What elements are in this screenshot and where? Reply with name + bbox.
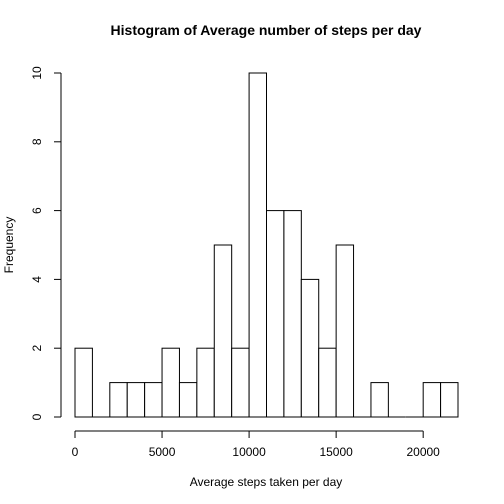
y-tick-label-5: 10: [30, 66, 44, 80]
histogram-bar-7: [196, 347, 215, 418]
histogram-bar-20: [422, 382, 442, 418]
y-axis: 0 2 4 6 8 10: [30, 66, 62, 420]
histogram-bar-6: [178, 382, 198, 418]
histogram-bar-14: [318, 347, 337, 418]
chart-title: Histogram of Average number of steps per…: [111, 22, 422, 38]
histogram-bar-13: [300, 278, 320, 418]
x-tick-label-1: 5000: [149, 445, 176, 459]
y-tick-label-4: 8: [30, 138, 44, 145]
histogram-bar-4: [144, 382, 163, 418]
x-tick-label-3: 15000: [319, 445, 353, 459]
histogram-bar-9: [231, 347, 250, 418]
x-axis-label: Average steps taken per day: [190, 475, 343, 489]
histogram-bar-2: [109, 382, 128, 418]
bars-group: [74, 72, 459, 418]
x-tick-label-0: 0: [72, 445, 79, 459]
histogram-bar-3: [126, 382, 146, 418]
histogram-bar-8: [213, 244, 233, 418]
y-tick-label-1: 2: [30, 345, 44, 352]
y-tick-label-2: 4: [30, 276, 44, 283]
histogram-bar-12: [283, 210, 302, 418]
histogram-bar-15: [335, 244, 355, 418]
histogram-bar-10: [248, 72, 268, 418]
histogram-bar-21: [440, 382, 459, 418]
x-axis: 0 5000 10000 15000 20000: [72, 430, 440, 459]
histogram-bar-5: [161, 347, 180, 418]
y-tick-label-0: 0: [30, 413, 44, 420]
histogram-bar-17: [370, 382, 389, 418]
x-tick-label-2: 10000: [232, 445, 266, 459]
y-axis-label: Frequency: [2, 217, 16, 274]
histogram-bar-11: [266, 210, 285, 418]
x-tick-label-4: 20000: [406, 445, 440, 459]
histogram-bar-0: [74, 347, 93, 418]
y-tick-label-3: 6: [30, 207, 44, 214]
